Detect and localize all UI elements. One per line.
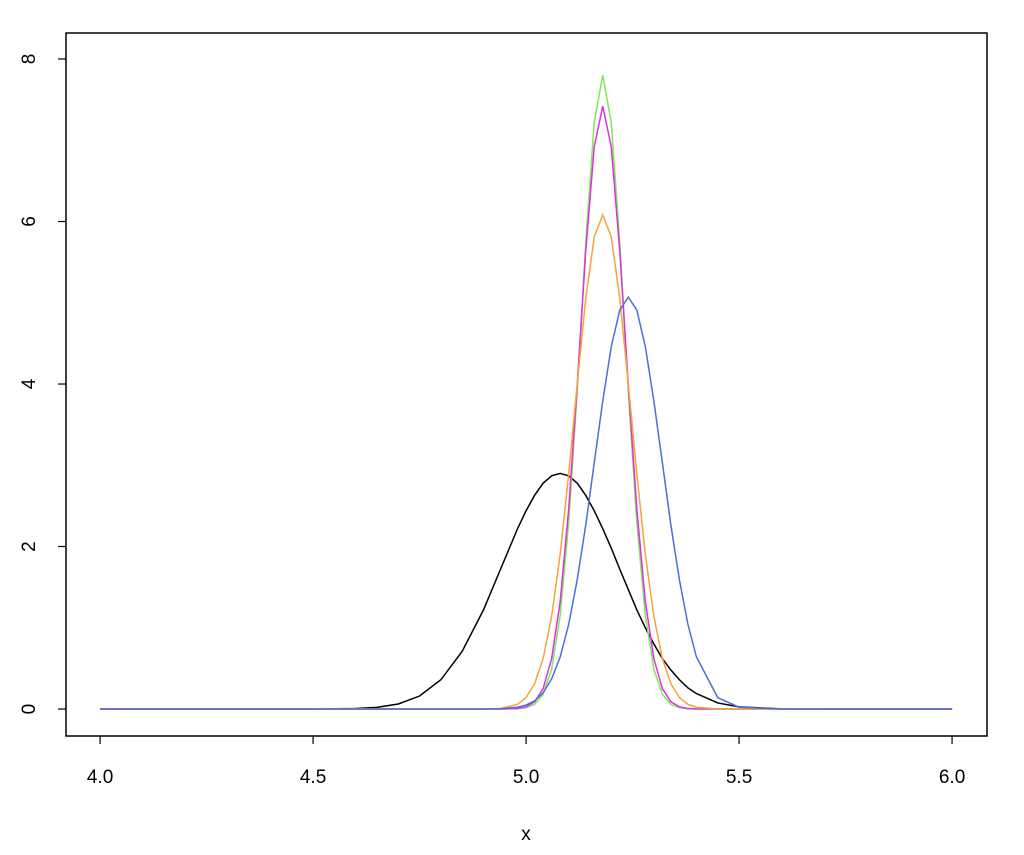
x-tick-label: 4.5 [300,767,326,788]
plot-box [65,32,988,737]
y-tick-label: 6 [19,216,40,227]
density-line [100,75,953,710]
x-tick-label: 6.0 [939,767,965,788]
x-axis-label: x [521,824,531,845]
x-tick-label: 4.0 [87,767,113,788]
density-line [100,212,953,710]
x-tick-label: 5.0 [513,767,539,788]
y-tick-label: 8 [19,54,40,65]
y-tick-label: 0 [19,704,40,715]
density-line [100,472,953,710]
density-line [100,295,953,710]
y-tick-label: 2 [19,541,40,552]
y-tick-label: 4 [19,378,40,389]
x-tick-label: 5.5 [726,767,752,788]
density-line [100,105,953,710]
